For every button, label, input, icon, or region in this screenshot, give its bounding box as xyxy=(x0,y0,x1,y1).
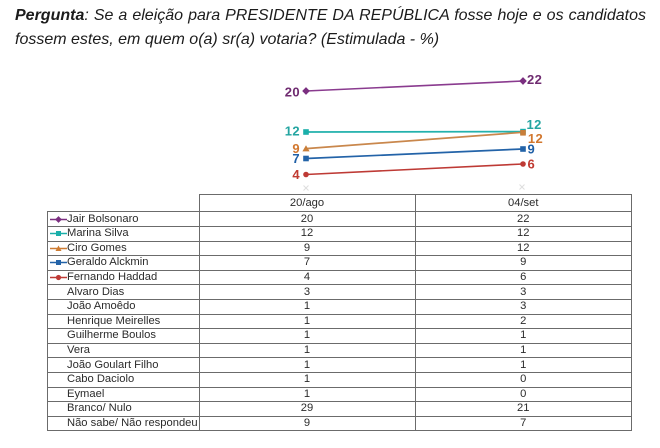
svg-text:22: 22 xyxy=(527,72,542,87)
svg-text:4: 4 xyxy=(292,167,300,182)
svg-text:6: 6 xyxy=(528,157,536,172)
svg-text:12: 12 xyxy=(527,117,542,132)
svg-text:12: 12 xyxy=(285,124,300,139)
svg-text:9: 9 xyxy=(292,141,300,156)
svg-text:7: 7 xyxy=(292,151,300,166)
svg-text:20: 20 xyxy=(285,85,300,100)
svg-text:12: 12 xyxy=(528,131,543,146)
svg-text:9: 9 xyxy=(528,142,536,157)
